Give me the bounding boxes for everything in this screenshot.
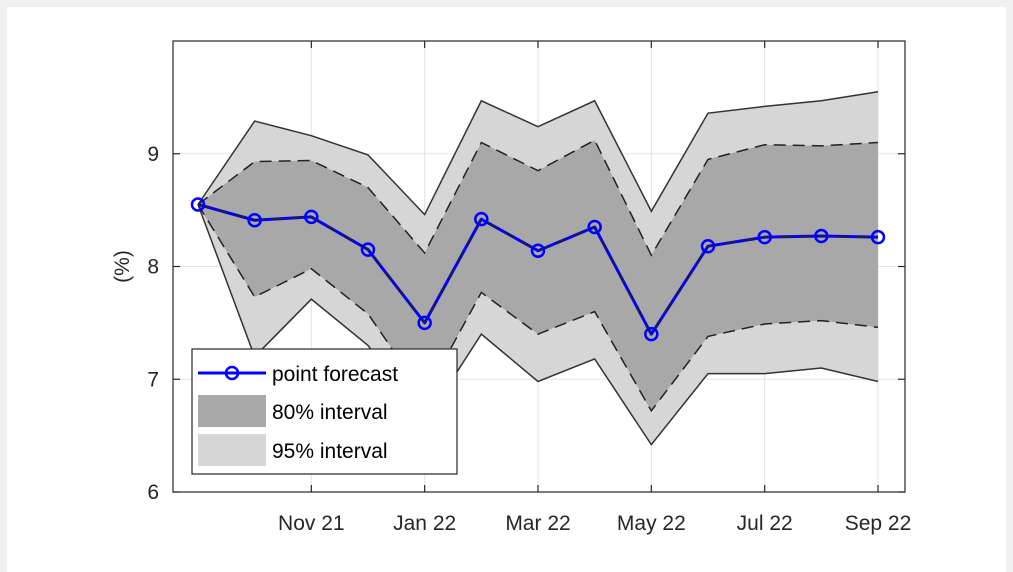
- point-forecast-series: [190, 197, 886, 342]
- forecast-point-marker: [417, 315, 432, 331]
- forecast-point-marker: [304, 209, 319, 225]
- forecast-point-marker: [360, 242, 376, 257]
- band-80-lower-edge: [197, 204, 879, 413]
- tick-labels: Nov 21 Jan 22 Mar 22 May 22 Jul 22 Sep 22 6 7 8 9: [147, 143, 911, 535]
- x-tick-label: Jul 22: [737, 512, 793, 535]
- y-tick-label: 9: [147, 143, 159, 166]
- forecast-point-marker: [587, 219, 602, 235]
- y-axis-label: (%): [111, 250, 134, 283]
- point-forecast-dash-overlay: [197, 203, 879, 336]
- forecast-point-marker: [814, 228, 829, 244]
- interval-bands: [197, 90, 879, 446]
- legend: point forecast 80% interval 95% interval: [191, 348, 458, 475]
- legend-label: point forecast: [272, 363, 398, 386]
- forecast-point-marker: [644, 326, 659, 342]
- x-tick-label: May 22: [617, 512, 686, 535]
- band-80-upper-edge: [197, 139, 879, 257]
- legend-swatch-80-interval: [198, 395, 266, 427]
- forecast-point-marker: [474, 211, 489, 227]
- y-tick-label: 7: [147, 368, 159, 391]
- forecast-point-marker: [757, 229, 772, 245]
- forecast-point-marker: [700, 238, 716, 254]
- forecast-point-marker: [190, 197, 206, 212]
- axes: [172, 40, 906, 493]
- x-tick-label: Nov 21: [278, 512, 345, 535]
- forecast-point-marker: [247, 213, 262, 228]
- legend-label: 95% interval: [272, 440, 388, 463]
- forecast-point-marker: [870, 229, 886, 245]
- legend-marker-point-forecast: [224, 365, 240, 381]
- figure-canvas: Nov 21 Jan 22 Mar 22 May 22 Jul 22 Sep 22 6 7 8 9…: [7, 7, 1006, 572]
- x-tick-label: Jan 22: [393, 512, 456, 535]
- y-tick-label: 6: [147, 481, 159, 504]
- band-80-interval: [198, 140, 878, 411]
- x-tick-label: Sep 22: [845, 512, 912, 535]
- forecast-chart: Nov 21 Jan 22 Mar 22 May 22 Jul 22 Sep 22 6 7 8 9…: [111, 40, 911, 535]
- forecast-point-marker: [530, 243, 546, 258]
- band-95-lower-edge: [197, 204, 879, 446]
- x-tick-label: Mar 22: [505, 512, 570, 535]
- legend-swatch-95-interval: [198, 434, 266, 466]
- band-95-upper-edge: [197, 90, 879, 216]
- y-tick-label: 8: [147, 256, 159, 279]
- legend-label: 80% interval: [272, 401, 388, 424]
